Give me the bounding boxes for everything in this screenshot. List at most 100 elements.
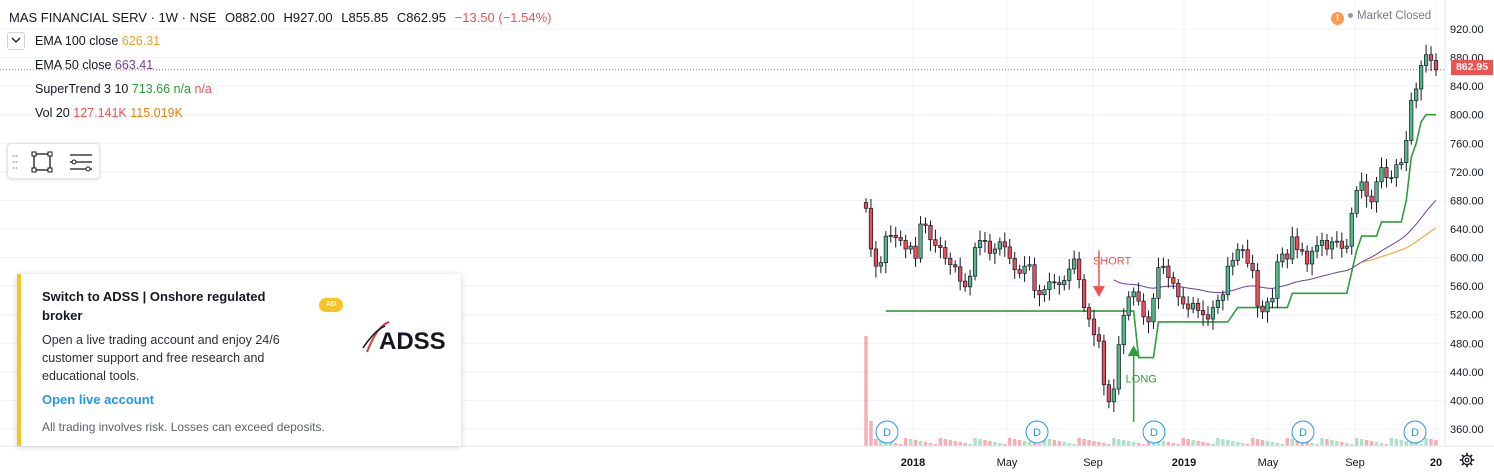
candle-body xyxy=(873,248,878,267)
candle-body xyxy=(1319,240,1325,246)
price-tick-label: 360.00 xyxy=(1450,424,1484,436)
rectangle-tool-icon[interactable] xyxy=(30,150,54,174)
volume-bar xyxy=(933,444,938,446)
candle-body xyxy=(1419,65,1424,90)
candle-body xyxy=(1156,267,1161,299)
candle xyxy=(1424,44,1429,73)
symbol-title: MAS FINANCIAL SERV · 1W · NSE xyxy=(9,10,217,25)
candle-body xyxy=(1424,54,1429,66)
candle xyxy=(928,220,933,252)
candle xyxy=(1062,275,1067,291)
price-tick-label: 720.00 xyxy=(1450,167,1484,179)
volume-bar xyxy=(879,440,883,446)
candle-body xyxy=(1220,294,1225,301)
legend-collapse-button[interactable] xyxy=(7,32,25,50)
candle xyxy=(1290,226,1295,264)
candle-body xyxy=(1082,279,1087,308)
volume-bar xyxy=(1315,444,1319,446)
candle xyxy=(888,225,893,243)
candle-body xyxy=(1146,316,1151,323)
candle xyxy=(992,243,997,264)
supertrend-legend[interactable]: SuperTrend 3 10 713.66 n/a n/a xyxy=(35,82,212,96)
candle-body xyxy=(1314,245,1320,252)
candle-body xyxy=(1310,250,1315,265)
candle xyxy=(1339,232,1344,258)
candle xyxy=(903,234,908,259)
drag-handle-icon[interactable] xyxy=(12,154,18,170)
volume-bar xyxy=(948,440,952,446)
volume-bar xyxy=(1250,438,1255,446)
candle-body xyxy=(1369,195,1374,203)
volume-bar xyxy=(1434,440,1438,446)
market-status[interactable]: ! Market Closed xyxy=(1331,10,1431,25)
open-live-account-link[interactable]: Open live account xyxy=(42,392,154,407)
candle xyxy=(1260,300,1265,319)
candle-body xyxy=(1399,162,1404,166)
volume-bar xyxy=(1072,444,1076,446)
volume-value-2: 115.019K xyxy=(130,106,183,120)
gear-icon[interactable] xyxy=(1459,452,1475,468)
candle-body xyxy=(1126,296,1131,316)
price-tick-label: 840.00 xyxy=(1450,81,1484,93)
volume-bar xyxy=(1102,443,1106,446)
symbol-header: MAS FINANCIAL SERV · 1W · NSE O882.00 H9… xyxy=(9,10,557,25)
candle xyxy=(1096,326,1102,349)
candle-body xyxy=(1161,265,1166,268)
candle xyxy=(1186,296,1191,318)
ema50-legend[interactable]: EMA 50 close 663.41 xyxy=(35,58,153,72)
volume-bar xyxy=(1350,444,1354,446)
volume-bar xyxy=(1394,439,1399,446)
candle-body xyxy=(1260,305,1265,313)
volume-bar xyxy=(908,439,913,446)
volume-bar xyxy=(1097,442,1101,446)
market-status-text: Market Closed xyxy=(1357,10,1432,22)
candle xyxy=(918,216,923,263)
ad-title: Switch to ADSS | Onshore regulated broke… xyxy=(42,289,266,323)
candle-body xyxy=(948,257,953,266)
low-value: L855.85 xyxy=(341,10,389,25)
candle xyxy=(1146,310,1151,334)
candle-body xyxy=(1379,167,1384,183)
candle-body xyxy=(1394,164,1399,178)
candle-body xyxy=(1007,246,1012,259)
chevron-down-icon xyxy=(11,37,21,43)
volume-bar xyxy=(903,438,908,446)
candle-body xyxy=(878,262,883,267)
time-tick-label: May xyxy=(997,457,1018,469)
volume-bar xyxy=(1191,440,1195,446)
candle-body xyxy=(1141,300,1146,318)
candle xyxy=(1240,244,1245,259)
volume-bar xyxy=(1290,439,1294,446)
short-arrow-icon xyxy=(1092,286,1105,297)
volume-bar xyxy=(1389,438,1394,446)
candle xyxy=(1384,159,1389,188)
candle-body xyxy=(1062,280,1067,286)
time-tick-label: May xyxy=(1258,457,1279,469)
candle-body xyxy=(1022,265,1027,274)
volume-bar xyxy=(1335,441,1339,446)
volume-value-1: 127.141K xyxy=(73,106,127,120)
candle xyxy=(1245,239,1250,268)
candle-body xyxy=(1205,314,1211,320)
price-tick-label: 520.00 xyxy=(1450,310,1484,322)
dividend-marker-label: D xyxy=(883,427,891,439)
volume-bar xyxy=(1424,438,1428,446)
lines-tool-icon[interactable] xyxy=(68,150,92,174)
candle-body xyxy=(1305,250,1310,265)
volume-bar xyxy=(1201,442,1205,446)
volume-bar xyxy=(988,441,992,446)
volume-bar xyxy=(874,439,878,446)
candle-body xyxy=(863,202,869,209)
candle xyxy=(1032,257,1037,299)
volume-legend[interactable]: Vol 20 127.141K 115.019K xyxy=(35,106,183,120)
volume-bar xyxy=(1156,440,1161,446)
price-tick-label: 760.00 xyxy=(1450,138,1484,150)
ema100-line xyxy=(1361,227,1437,263)
ema100-legend[interactable]: EMA 100 close 626.31 xyxy=(35,34,160,48)
price-tick-label: 400.00 xyxy=(1450,395,1484,407)
supertrend-na-1: n/a xyxy=(173,82,191,96)
ad-banner[interactable]: Switch to ADSS | Onshore regulated broke… xyxy=(17,274,461,446)
candle xyxy=(1037,284,1042,307)
ad-disclaimer: All trading involves risk. Losses can ex… xyxy=(42,420,325,434)
adss-logo: ADSS xyxy=(362,321,446,355)
